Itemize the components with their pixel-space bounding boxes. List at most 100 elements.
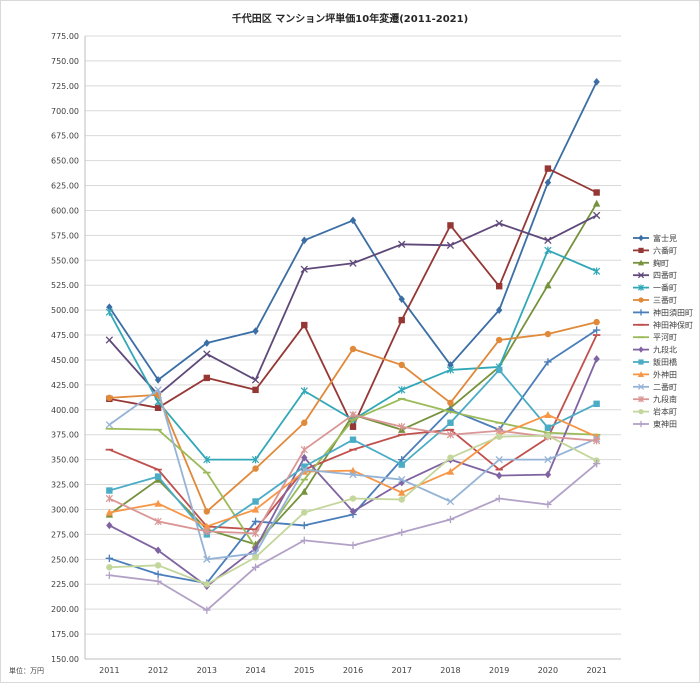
data-point — [495, 455, 503, 464]
legend-label: 二番町 — [653, 382, 677, 392]
data-point — [105, 554, 114, 563]
legend-entry: 東神田 — [633, 419, 677, 429]
data-point — [544, 500, 552, 509]
data-point — [105, 308, 113, 316]
legend-marker — [637, 371, 645, 377]
data-point — [154, 546, 162, 555]
data-point — [300, 521, 308, 530]
data-point — [398, 496, 405, 503]
legend-marker — [638, 409, 644, 415]
x-tick-label: 2017 — [392, 666, 412, 675]
y-tick-label: 575.00 — [51, 231, 79, 240]
data-point — [544, 246, 552, 255]
data-point — [301, 419, 308, 426]
data-point — [300, 265, 308, 273]
data-point — [349, 436, 357, 443]
data-point — [300, 465, 308, 474]
data-point — [154, 473, 162, 480]
data-point — [301, 321, 308, 329]
data-point — [544, 236, 552, 245]
legend: 富士見六番町麹町四番町一番町三番町神田須田町神田神保町平河町九段北飯田橋外神田二… — [633, 233, 693, 429]
data-point — [544, 411, 552, 418]
data-point — [154, 570, 162, 578]
data-point — [154, 404, 162, 412]
legend-marker — [637, 259, 645, 266]
data-point — [203, 522, 211, 530]
data-point — [203, 581, 211, 588]
series-line — [108, 214, 598, 396]
y-tick-label: 650.00 — [51, 157, 79, 166]
legend-entry: 平河町 — [633, 332, 677, 342]
y-tick-label: 200.00 — [51, 605, 79, 614]
legend-label: 岩本町 — [653, 407, 677, 417]
data-point — [495, 494, 503, 503]
y-tick-label: 325.00 — [51, 481, 79, 490]
data-point — [252, 386, 259, 394]
data-point — [300, 487, 308, 495]
data-point — [446, 241, 455, 249]
data-point — [203, 455, 211, 464]
series-line — [109, 167, 598, 428]
series-16 — [105, 459, 601, 614]
data-point — [252, 327, 259, 335]
data-point — [203, 555, 211, 563]
data-point — [398, 386, 406, 394]
data-point — [251, 376, 260, 384]
legend-entry: 飯田橋 — [633, 357, 677, 367]
legend-marker — [637, 284, 645, 291]
data-point — [544, 330, 552, 338]
data-point — [349, 470, 357, 479]
data-point — [544, 424, 552, 431]
y-tick-label: 275.00 — [51, 530, 79, 539]
data-point — [300, 387, 308, 395]
legend-label: 六番町 — [653, 245, 677, 255]
data-point — [301, 463, 308, 470]
x-tick-label: 2011 — [99, 666, 119, 675]
data-point — [495, 306, 503, 314]
data-point — [106, 521, 113, 530]
legend-entry: 外神田 — [633, 369, 677, 379]
data-point — [592, 326, 601, 334]
legend-entry: 六番町 — [633, 245, 677, 255]
data-point — [105, 494, 113, 503]
data-point — [593, 400, 600, 408]
legend-marker — [638, 297, 644, 303]
y-tick-label: 225.00 — [51, 580, 79, 589]
x-tick-label: 2019 — [489, 666, 509, 675]
axes: 150.00 175.00 200.00 225.00 250.00 275.00 300.… — [9, 32, 621, 675]
y-tick-label: 675.00 — [51, 132, 79, 141]
data-point — [154, 517, 162, 526]
data-point — [544, 281, 552, 289]
data-point — [592, 459, 601, 468]
legend-marker — [637, 396, 645, 403]
y-tick-label: 375.00 — [51, 431, 79, 440]
data-point — [544, 432, 552, 439]
data-point — [349, 345, 357, 353]
legend-label: 神田須田町 — [653, 307, 693, 317]
data-point — [446, 515, 455, 524]
data-point — [446, 467, 455, 475]
data-point — [252, 554, 259, 561]
data-point — [495, 282, 503, 290]
data-point — [593, 437, 601, 445]
series-2 — [106, 165, 600, 430]
series-4 — [105, 211, 601, 399]
data-point — [495, 471, 503, 480]
legend-entry: 神田須田町 — [633, 307, 693, 317]
data-point — [203, 350, 211, 358]
legend-entry: 一番町 — [633, 283, 677, 293]
data-point — [349, 507, 357, 516]
legend-label: 一番町 — [653, 283, 677, 293]
data-point — [251, 563, 260, 571]
data-point — [446, 431, 455, 439]
y-tick-label: 425.00 — [51, 381, 79, 390]
data-point — [300, 536, 308, 545]
y-tick-label: 775.00 — [51, 32, 79, 41]
legend-marker — [637, 309, 645, 316]
data-point — [495, 366, 503, 374]
y-tick-label: 750.00 — [51, 57, 79, 66]
series-10 — [106, 355, 600, 591]
data-point — [203, 527, 211, 536]
x-tick-label: 2018 — [440, 666, 460, 675]
legend-marker — [638, 247, 644, 253]
